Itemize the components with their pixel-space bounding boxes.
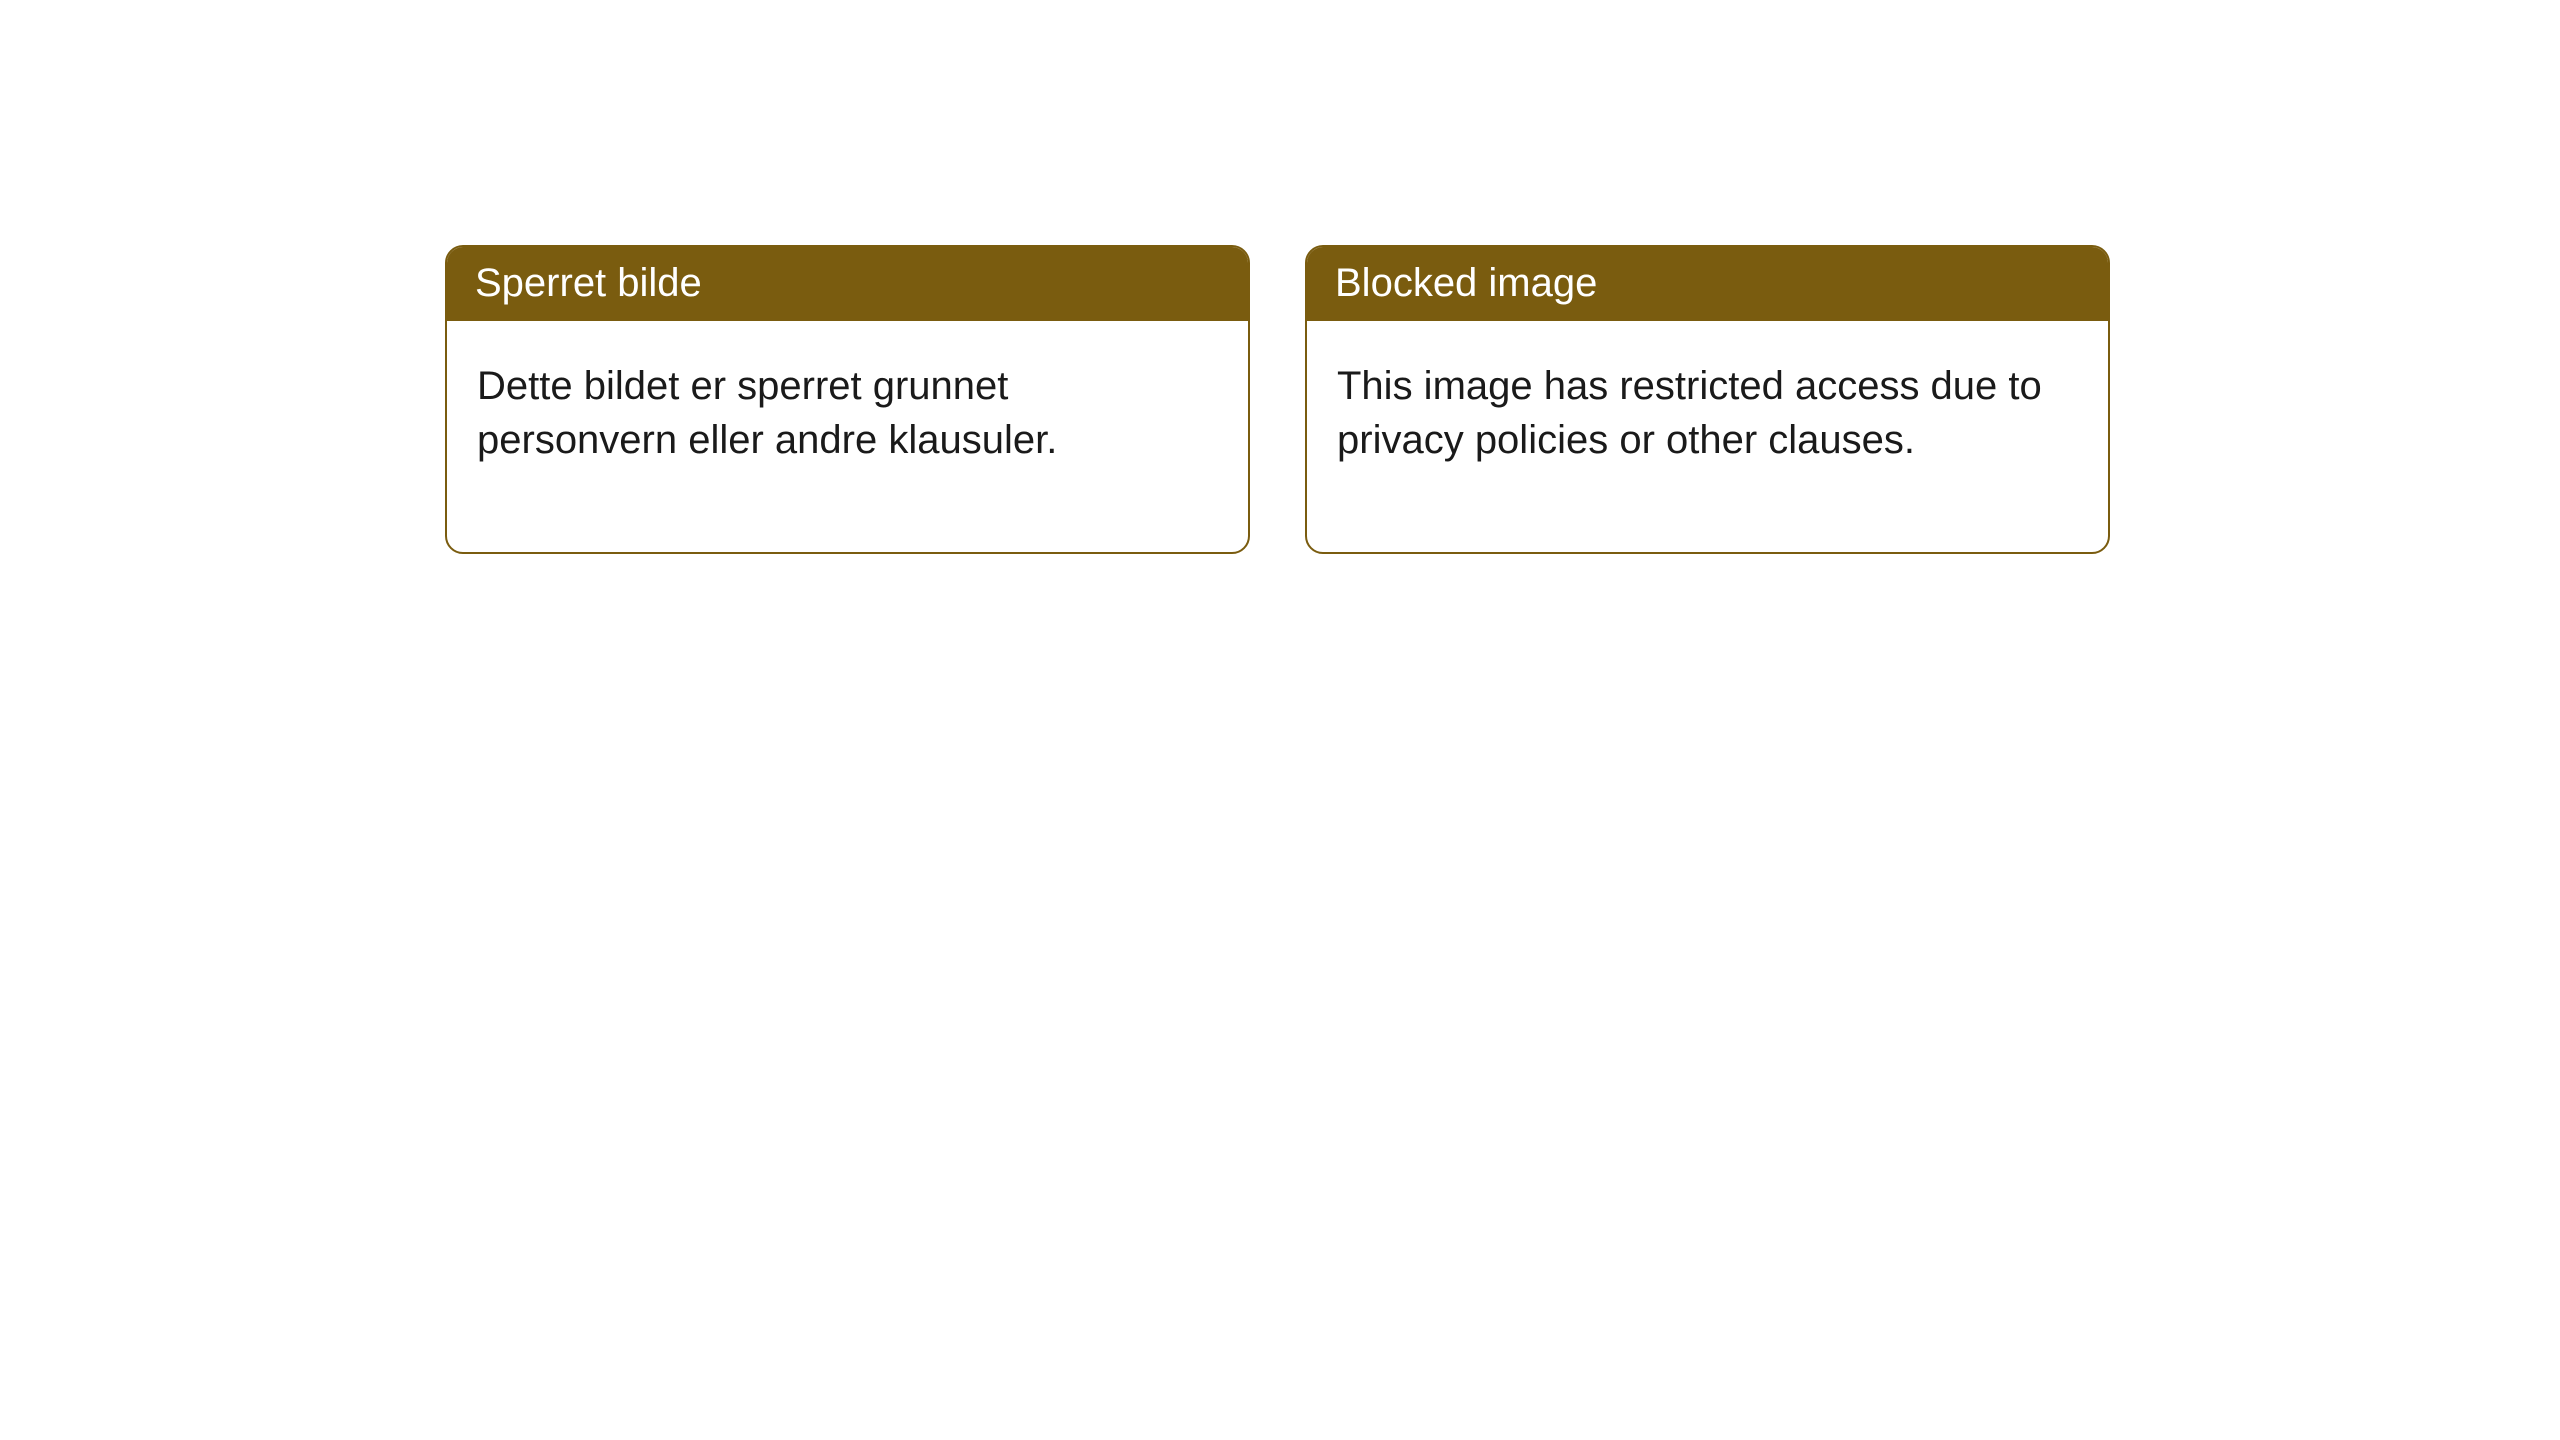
notice-header-english: Blocked image — [1307, 247, 2108, 321]
notice-card-norwegian: Sperret bilde Dette bildet er sperret gr… — [445, 245, 1250, 554]
notice-body-english: This image has restricted access due to … — [1307, 321, 2108, 552]
notice-body-norwegian: Dette bildet er sperret grunnet personve… — [447, 321, 1248, 552]
notice-container: Sperret bilde Dette bildet er sperret gr… — [445, 245, 2110, 554]
notice-header-norwegian: Sperret bilde — [447, 247, 1248, 321]
notice-card-english: Blocked image This image has restricted … — [1305, 245, 2110, 554]
